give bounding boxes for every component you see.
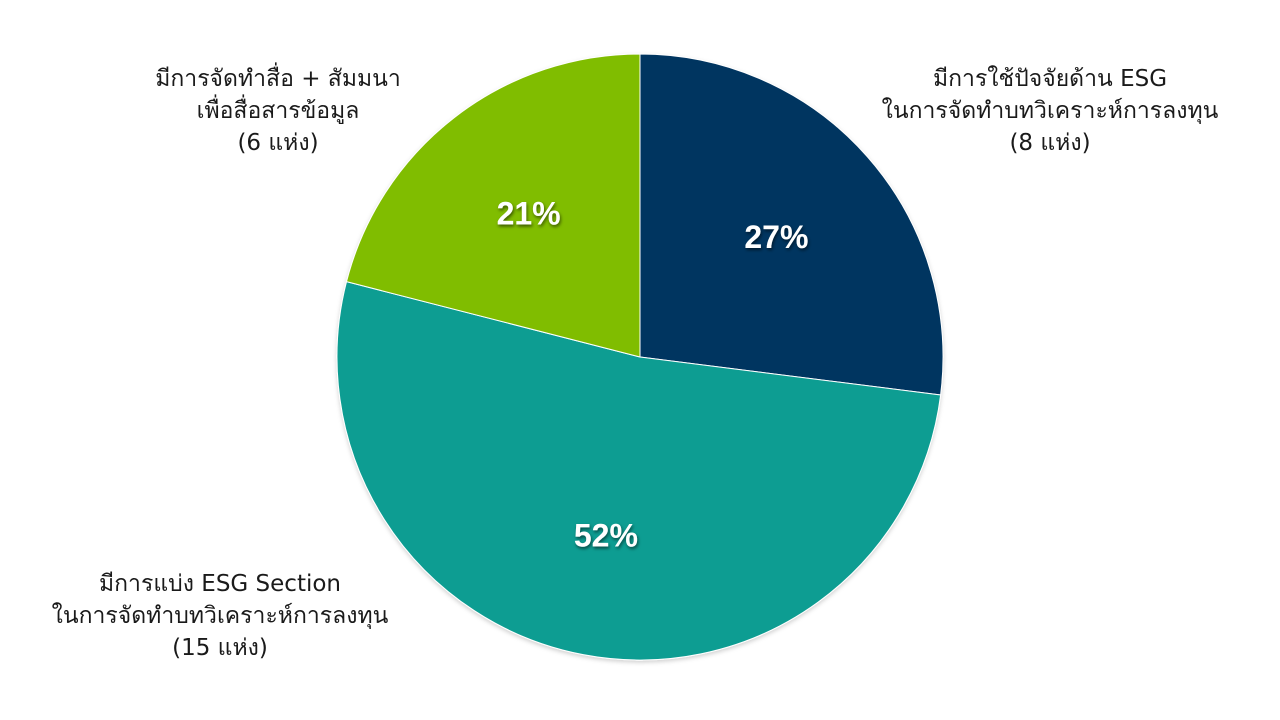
callout-media: มีการจัดทำสื่อ + สัมมนา เพื่อสื่อสารข้อม… [78,63,478,159]
callout-line: มีการแบ่ง ESG Section [98,571,342,597]
pie-slice-esg-factors [639,53,944,396]
callout-line: มีการจัดทำสื่อ + สัมมนา [155,66,401,92]
callout-line: มีการใช้ปัจจัยด้าน ESG [932,66,1168,92]
callout-esg-factors: มีการใช้ปัจจัยด้าน ESG ในการจัดทำบทวิเคร… [850,63,1250,159]
slice-percent-label-esg-section: 52% [574,518,638,554]
slice-percent-label-media: 21% [497,195,561,231]
callout-line: (8 แห่ง) [1009,130,1091,156]
callout-line: ในการจัดทำบทวิเคราะห์การลงทุน [51,603,389,629]
slice-percent-label-esg-factors: 27% [744,219,808,255]
pie-slice-esg-section [336,281,942,661]
callout-line: (6 แห่ง) [237,130,319,156]
callout-line: (15 แห่ง) [172,635,268,661]
callout-esg-section: มีการแบ่ง ESG Section ในการจัดทำบทวิเครา… [20,568,420,664]
callout-line: ในการจัดทำบทวิเคราะห์การลงทุน [881,98,1219,124]
callout-line: เพื่อสื่อสารข้อมูล [196,98,360,124]
pie-slice-media [345,53,641,358]
